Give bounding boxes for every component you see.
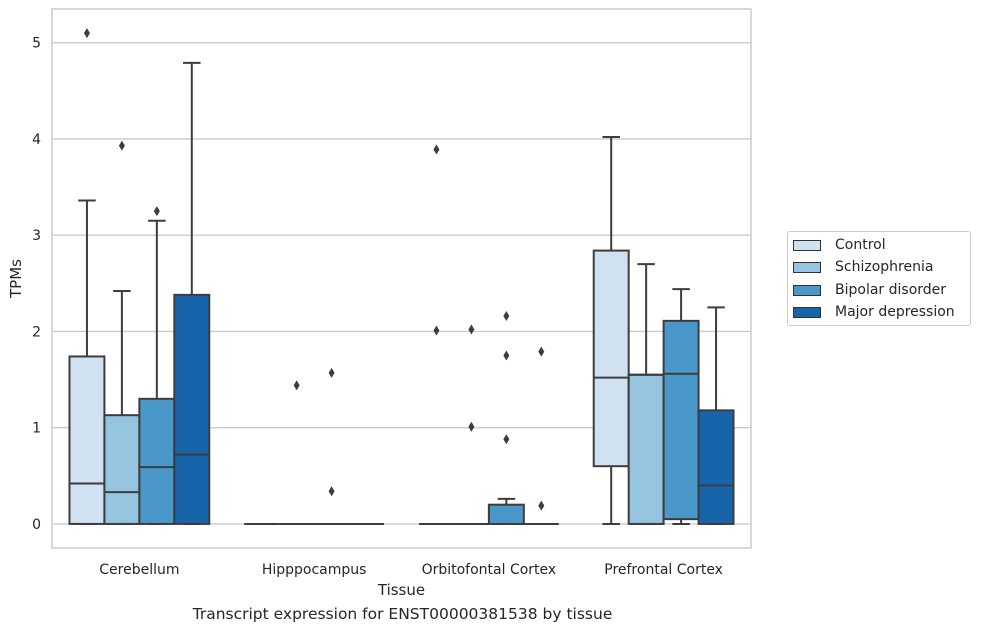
legend-swatch-major-depression bbox=[793, 306, 821, 318]
legend-item-control: Control bbox=[793, 235, 886, 255]
y-tick-label: 5 bbox=[32, 36, 41, 52]
y-tick-label: 3 bbox=[32, 228, 41, 244]
legend-label-bipolar-disorder: Bipolar disorder bbox=[835, 282, 947, 298]
box-0-3 bbox=[592, 249, 630, 468]
outlier-point bbox=[328, 367, 335, 378]
outlier-point bbox=[503, 434, 510, 445]
legend-label-schizophrenia: Schizophrenia bbox=[835, 259, 934, 275]
y-axis-title: TPMs bbox=[7, 259, 25, 299]
y-tick-label: 2 bbox=[32, 324, 41, 340]
x-tick-label: Cerebellum bbox=[99, 562, 179, 578]
outlier-point bbox=[83, 28, 90, 39]
outlier-point bbox=[118, 140, 125, 151]
box-2-0 bbox=[138, 397, 176, 525]
outlier-point bbox=[538, 500, 545, 511]
y-tick-label: 4 bbox=[32, 132, 41, 148]
legend-swatch-control bbox=[793, 239, 821, 251]
outlier-point bbox=[433, 325, 440, 336]
box-3-3 bbox=[697, 409, 735, 525]
outlier-point bbox=[293, 380, 300, 391]
outlier-point bbox=[468, 324, 475, 335]
legend-swatch-bipolar-disorder bbox=[793, 284, 821, 296]
box-2-2 bbox=[487, 503, 525, 525]
plot-frame bbox=[51, 8, 752, 549]
box-2-3 bbox=[662, 319, 700, 521]
box-0-0 bbox=[68, 355, 106, 525]
legend-item-schizophrenia: Schizophrenia bbox=[793, 257, 933, 277]
box-1-0 bbox=[103, 414, 141, 525]
legend-label-control: Control bbox=[835, 237, 886, 253]
legend-item-bipolar-disorder: Bipolar disorder bbox=[793, 280, 946, 300]
x-axis-title: Tissue bbox=[377, 581, 425, 599]
legend: Control Schizophrenia Bipolar disorder M… bbox=[787, 231, 971, 326]
legend-item-major-depression: Major depression bbox=[793, 302, 955, 322]
legend-swatch-schizophrenia bbox=[793, 261, 821, 273]
legend-label-major-depression: Major depression bbox=[835, 304, 955, 320]
outlier-point bbox=[503, 350, 510, 361]
y-tick-label: 1 bbox=[32, 421, 41, 437]
chart-caption: Transcript expression for ENST0000038153… bbox=[192, 605, 613, 623]
x-tick-label: Hipppocampus bbox=[262, 562, 367, 578]
x-tick-label: Orbitofontal Cortex bbox=[422, 562, 557, 578]
outlier-point bbox=[328, 486, 335, 497]
outlier-point bbox=[468, 421, 475, 432]
outlier-point bbox=[503, 311, 510, 322]
outlier-point bbox=[153, 206, 160, 217]
outlier-point bbox=[538, 346, 545, 357]
x-tick-label: Prefrontal Cortex bbox=[604, 562, 723, 578]
y-tick-label: 0 bbox=[32, 517, 41, 533]
box-1-3 bbox=[627, 373, 665, 525]
outlier-point bbox=[433, 144, 440, 155]
box-3-0 bbox=[173, 293, 211, 525]
